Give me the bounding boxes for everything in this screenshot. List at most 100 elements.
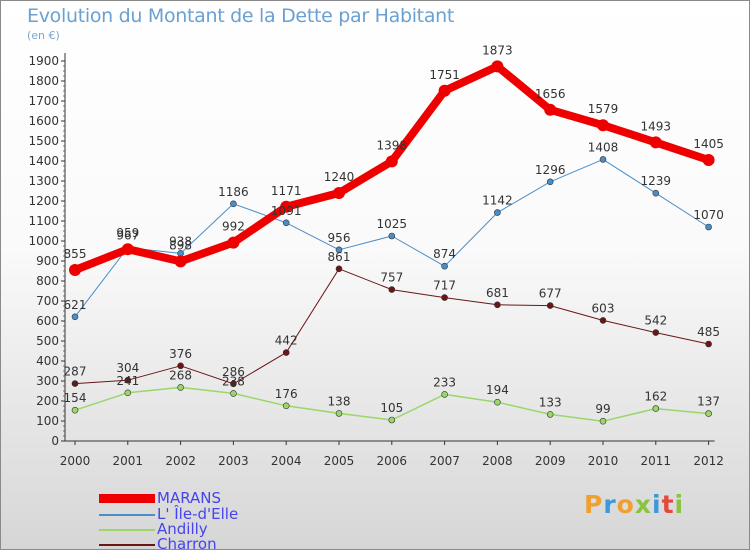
data-point [599,317,607,324]
data-point [121,243,134,256]
legend-swatch [99,514,155,516]
y-tick-label: 1900 [28,54,59,68]
x-tick-label: 2003 [218,454,249,468]
data-label: 105 [380,401,403,415]
y-tick-label: 500 [36,334,59,348]
legend-label: MARANS [157,489,222,507]
x-tick-label: 2011 [641,454,672,468]
data-point [230,380,237,388]
y-tick-label: 800 [36,274,59,288]
data-point [71,313,79,321]
data-point [230,390,237,397]
data-label: 194 [486,383,509,397]
y-tick-label: 1400 [28,154,59,168]
data-label: 1186 [218,185,249,199]
data-point [227,236,240,249]
data-label: 1398 [377,138,408,152]
data-point [124,376,132,384]
data-label: 1579 [588,102,619,116]
data-label: 154 [64,391,87,405]
y-tick-label: 900 [36,254,59,268]
y-tick-label: 0 [51,434,59,448]
data-point [280,200,293,213]
data-label: 1142 [482,194,513,208]
data-label: 603 [592,301,615,315]
data-label: 959 [116,226,139,240]
chart-title: Evolution du Montant de la Dette par Hab… [27,5,455,27]
data-label: 621 [64,298,87,312]
data-point [652,189,660,197]
data-label: 898 [169,238,192,252]
data-point [230,200,237,208]
data-label: 861 [328,250,351,264]
series-line-3 [74,268,710,385]
data-label: 956 [328,231,351,245]
x-tick-label: 2005 [324,454,355,468]
data-point [546,302,554,309]
data-label: 241 [116,374,139,388]
chart-subtitle: (en €) [27,29,60,42]
y-tick-label: 1300 [28,174,59,188]
data-point [335,410,343,417]
data-point [177,362,184,370]
data-label: 1171 [271,184,302,198]
data-point [705,223,712,231]
data-point [124,389,132,397]
data-point [441,294,448,301]
data-label: 677 [539,287,562,301]
data-point [385,155,398,168]
data-point [282,402,290,410]
y-tick-label: 1100 [28,214,59,228]
data-label: 1070 [693,208,724,222]
data-point [652,405,660,412]
x-tick-label: 2008 [482,454,513,468]
data-label: 137 [697,395,720,409]
legend-label: Charron [157,535,217,553]
data-point [335,246,343,254]
data-label: 287 [64,365,87,379]
data-point [388,232,396,240]
y-tick-label: 400 [36,354,59,368]
data-label: 99 [595,402,610,416]
legend-swatch [99,529,155,531]
data-label: 376 [169,347,192,361]
data-point [649,136,662,149]
data-point [174,255,187,268]
data-point [705,340,712,348]
data-label: 1656 [535,87,566,101]
legend-swatch [99,544,155,546]
data-label: 176 [275,387,298,401]
data-point [494,301,501,309]
y-tick-label: 1200 [28,194,59,208]
data-label: 138 [328,394,351,408]
data-label: 967 [116,229,139,243]
data-label: 238 [222,374,245,388]
data-label: 1091 [271,204,302,218]
data-label: 992 [222,220,245,234]
x-tick-label: 2012 [693,454,724,468]
data-point [441,262,448,270]
data-label: 1405 [693,137,724,151]
legend-label: L' Île-d'Elle [157,505,239,523]
data-point [441,391,448,398]
data-point [282,349,290,356]
x-tick-label: 2001 [113,454,144,468]
y-tick-label: 1800 [28,74,59,88]
data-label: 717 [433,279,456,293]
data-label: 233 [433,375,456,389]
data-label: 681 [486,286,509,300]
data-label: 1408 [588,140,619,154]
x-tick-label: 2007 [429,454,460,468]
data-point [69,264,81,276]
data-label: 133 [539,395,562,409]
data-label: 442 [275,334,298,348]
x-tick-label: 2010 [588,454,619,468]
y-tick-label: 1700 [28,94,59,108]
data-label: 304 [116,361,139,375]
x-tick-label: 2006 [377,454,408,468]
data-point [494,398,501,406]
data-label: 485 [697,325,720,339]
data-point [546,411,554,418]
